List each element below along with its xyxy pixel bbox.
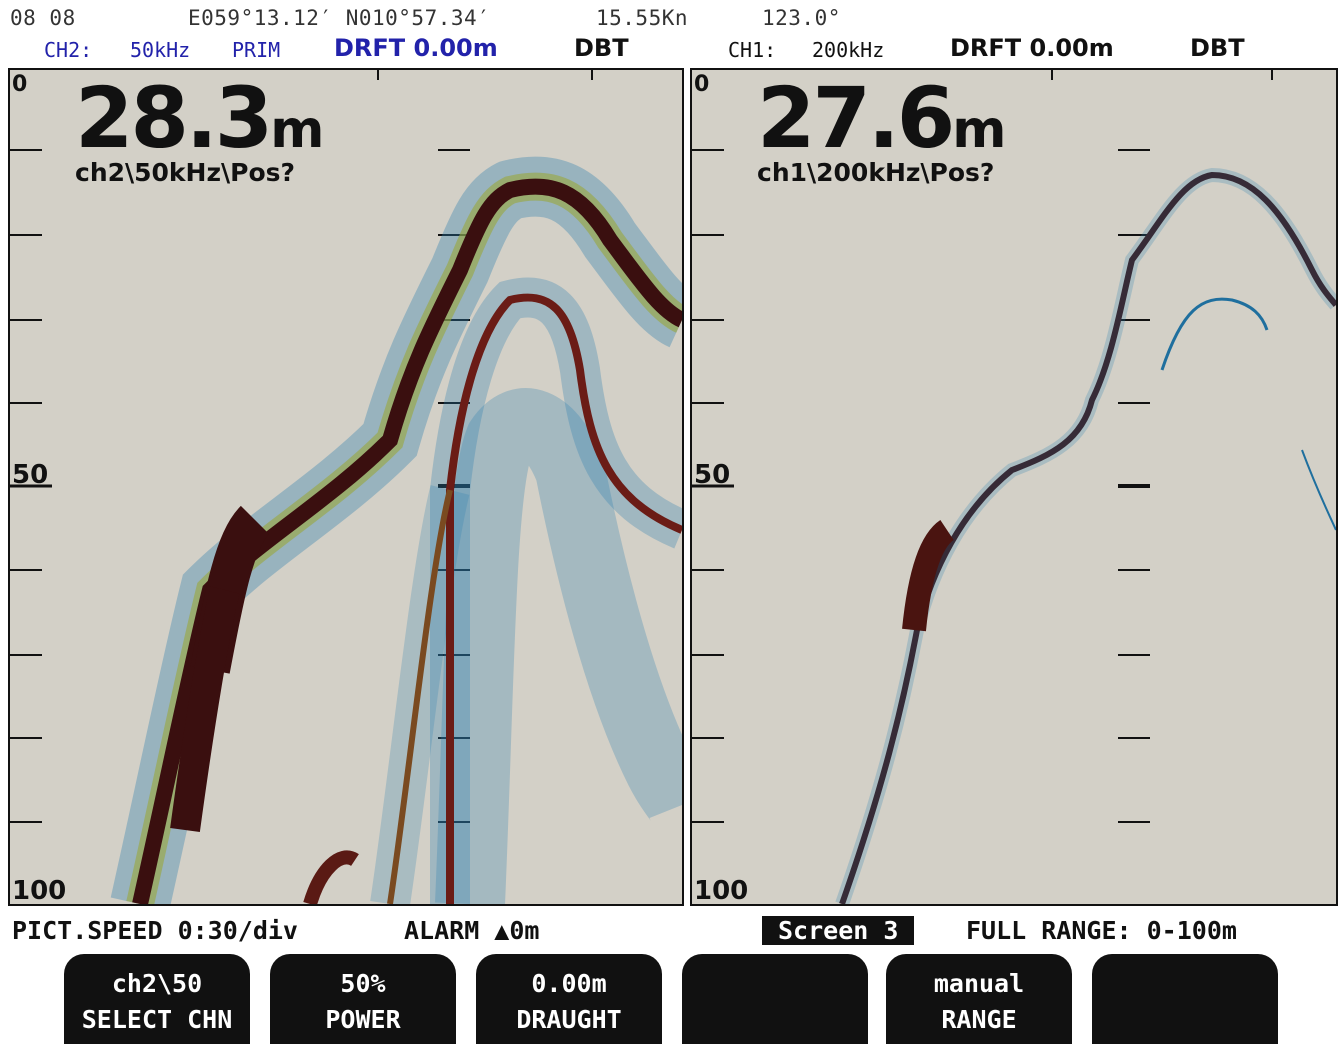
depth-readout-left: 28.3m bbox=[75, 76, 324, 172]
right-channel-freq: 200kHz bbox=[812, 38, 885, 62]
scale-top-right: 0 bbox=[694, 72, 710, 97]
right-depth-ref: DBT bbox=[1190, 34, 1245, 62]
channel-label-left: ch2\50kHz\Pos? bbox=[75, 158, 296, 187]
left-drift: DRFT 0.00m bbox=[334, 34, 498, 62]
depth-unit-left: m bbox=[270, 100, 325, 160]
alarm-readout: ALARM ▲0m bbox=[404, 916, 540, 945]
softkey-label: POWER bbox=[325, 1005, 401, 1034]
scale-bottom-right: 100 bbox=[694, 876, 749, 906]
status-footer: PICT.SPEED 0:30/div ALARM ▲0m Screen 3 F… bbox=[0, 908, 1338, 1044]
right-drift: DRFT 0.00m bbox=[950, 34, 1114, 62]
depth-value-left: 28.3 bbox=[75, 69, 273, 167]
softkey-value: 50% bbox=[340, 969, 386, 998]
softkey-label: SELECT CHN bbox=[81, 1005, 233, 1034]
depth-readout-right: 27.6m bbox=[757, 76, 1006, 172]
scale-top-left: 0 bbox=[12, 72, 28, 97]
time-readout: 08 08 bbox=[10, 6, 76, 30]
scale-mid-left: 50 bbox=[12, 460, 49, 490]
softkey-select-channel[interactable]: ch2\50 SELECT CHN bbox=[64, 954, 250, 1044]
position-readout: E059°13.12′ N010°57.34′ bbox=[188, 6, 491, 30]
softkey-range[interactable]: manual RANGE bbox=[886, 954, 1072, 1044]
left-depth-ref: DBT bbox=[574, 34, 629, 62]
softkey-blank-4[interactable] bbox=[682, 954, 868, 1044]
left-channel-id: CH2: bbox=[44, 38, 93, 62]
left-channel-mode: PRIM bbox=[232, 38, 281, 62]
softkey-power[interactable]: 50% POWER bbox=[270, 954, 456, 1044]
pict-speed-readout: PICT.SPEED 0:30/div bbox=[12, 916, 298, 945]
depth-unit-right: m bbox=[952, 100, 1007, 160]
scale-mid-right: 50 bbox=[694, 460, 731, 490]
echogram-left[interactable]: 28.3m ch2\50kHz\Pos? 0 50 100 bbox=[8, 68, 684, 906]
echogram-right[interactable]: 27.6m ch1\200kHz\Pos? 0 50 100 bbox=[690, 68, 1338, 906]
echogram-left-plot bbox=[10, 70, 682, 904]
depth-value-right: 27.6 bbox=[757, 69, 955, 167]
heading-readout: 123.0° bbox=[762, 6, 841, 30]
softkey-value: manual bbox=[933, 969, 1025, 998]
channel-label-right: ch1\200kHz\Pos? bbox=[757, 158, 995, 187]
right-channel-id: CH1: bbox=[728, 38, 777, 62]
softkey-label: RANGE bbox=[941, 1005, 1017, 1034]
scale-bottom-left: 100 bbox=[12, 876, 67, 906]
softkey-label: DRAUGHT bbox=[516, 1005, 622, 1034]
echogram-right-plot bbox=[692, 70, 1336, 904]
softkey-blank-6[interactable] bbox=[1092, 954, 1278, 1044]
softkey-value: ch2\50 bbox=[111, 969, 203, 998]
speed-readout: 15.55Kn bbox=[596, 6, 689, 30]
full-range-readout: FULL RANGE: 0-100m bbox=[966, 916, 1237, 945]
softkey-draught[interactable]: 0.00m DRAUGHT bbox=[476, 954, 662, 1044]
softkey-value: 0.00m bbox=[531, 969, 607, 998]
screen-indicator: Screen 3 bbox=[762, 916, 915, 945]
channel-info-bar: CH2: 50kHz PRIM DRFT 0.00m DBT CH1: 200k… bbox=[0, 34, 1338, 66]
left-channel-freq: 50kHz bbox=[130, 38, 191, 62]
